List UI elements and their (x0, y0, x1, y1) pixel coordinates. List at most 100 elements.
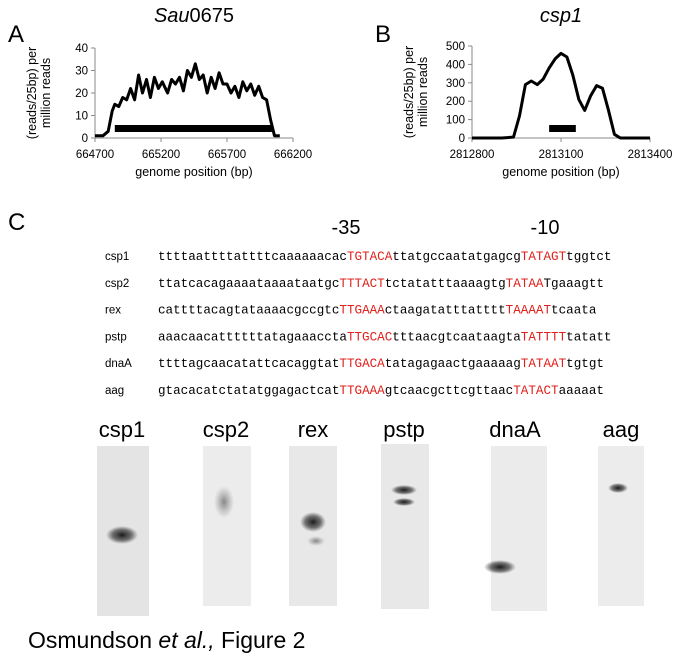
title-part: csp1 (540, 5, 582, 27)
gene-name: pstp (105, 331, 127, 343)
sequence-part: tctatatttaaaagtg (385, 277, 506, 291)
panel-label: A (8, 21, 24, 48)
x-axis-label: genome position (bp) (135, 165, 252, 179)
y-tick-label: 300 (446, 78, 465, 90)
x-tick-label: 2812800 (450, 149, 495, 161)
sequence: cattttacagtataaaacgccgtcTTGAAActaagatatt… (158, 304, 597, 318)
gene-bar (549, 125, 576, 132)
sequence-part: ttatcacagaaaataaaataatgc (158, 277, 339, 291)
gel-lane (491, 446, 547, 611)
gel-label: rex (298, 417, 329, 442)
y-tick-label: 100 (446, 115, 465, 127)
x-axis-label: genome position (bp) (502, 165, 619, 179)
gel-lane (203, 446, 251, 606)
y-tick-label: 400 (446, 59, 465, 71)
sequence-part: ttttagcaacatattcacaggtat (158, 357, 339, 371)
promoter-marker: -10 (531, 217, 560, 239)
x-tick-label: 666200 (274, 149, 312, 161)
sequence-part: tgtgt (566, 357, 604, 371)
sequence-part: tggtct (566, 250, 611, 264)
sequence-part: TATAA (506, 277, 544, 291)
gene-bar (114, 125, 272, 132)
y-tick-label: 40 (75, 43, 88, 55)
sequence-part: ctaagatatttatttt (385, 304, 506, 318)
y-tick-label: 20 (75, 88, 88, 100)
y-label-line: million reads (39, 58, 53, 128)
chart-title: csp1 (540, 5, 582, 27)
gel-band (214, 486, 234, 518)
y-tick-label: 10 (75, 111, 88, 123)
sequence-part: TTGCAC (347, 330, 393, 344)
gel-lane (598, 446, 644, 606)
y-tick-label: 30 (75, 66, 88, 78)
x-tick-label: 665700 (208, 149, 246, 161)
gel-label: aag (603, 417, 640, 442)
sequence-part: gtcaacgcttcgttaac (385, 384, 513, 398)
caption: Osmundson et al., Figure 2 (28, 627, 305, 653)
gel-band (391, 485, 417, 495)
gel-label: csp2 (203, 417, 249, 442)
y-label-line: (reads/25bp) per (25, 47, 39, 139)
y-tick-label: 0 (82, 133, 88, 145)
sequence-part: aaacaacattttttatagaaaccta (158, 330, 347, 344)
sequence-part: TTGACA (339, 357, 385, 371)
sequence-part: gtacacatctatatggagactcat (158, 384, 339, 398)
chart-title: Sau0675 (154, 5, 234, 27)
gel-band (608, 483, 628, 493)
panel-label: B (375, 21, 391, 48)
gel-band (300, 512, 326, 532)
gel-label: pstp (383, 417, 425, 442)
sequence-part: TGTACA (347, 250, 393, 264)
sequence-part: tcaata (551, 304, 597, 318)
gel-band (393, 498, 415, 506)
sequence-part: TATAAT (521, 357, 567, 371)
gel-band (484, 560, 516, 574)
gel-images (97, 444, 644, 616)
y-label-line: (reads/25bp) per (402, 46, 416, 138)
caption-part: Osmundson (28, 627, 158, 653)
sequence-part: TTGAAA (339, 304, 385, 318)
sequence-part: TATACT (513, 384, 559, 398)
sequence-part: TTTACT (339, 277, 385, 291)
sequence: gtacacatctatatggagactcatTTGAAAgtcaacgctt… (158, 384, 604, 398)
y-tick-label: 0 (459, 133, 465, 145)
sequence: ttttaattttattttcaaaaaacacTGTACAttatgccaa… (158, 250, 612, 264)
gene-name: dnaA (105, 358, 132, 370)
y-tick-label: 500 (446, 41, 465, 53)
sequence: aaacaacattttttatagaaacctaTTGCACtttaacgtc… (158, 330, 612, 344)
sequence-part: TTGAAA (339, 384, 385, 398)
y-axis-label: (reads/25bp) permillion reads (402, 46, 430, 138)
sequence: ttatcacagaaaataaaataatgcTTTACTtctatattta… (158, 277, 604, 291)
gene-name: csp2 (105, 278, 129, 290)
gene-name: rex (105, 305, 121, 317)
sequence-part: tttaacgtcaataagta (392, 330, 521, 344)
sequence-part: TATAGT (521, 250, 567, 264)
x-tick-label: 664700 (76, 149, 114, 161)
gel-label: csp1 (99, 417, 145, 442)
sequence-part: ttatgccaatatgagcg (392, 250, 520, 264)
sequence-part: Tgaaagtt (543, 277, 603, 291)
sequence-part: TATTTT (521, 330, 567, 344)
x-tick-label: 2813100 (539, 149, 584, 161)
sequence-part: tatagagaactgaaaaag (385, 357, 521, 371)
gel-band (106, 526, 138, 544)
sequence-part: aaaaat (559, 384, 604, 398)
sequence-part: tatatt (566, 330, 611, 344)
coverage-line (472, 51, 650, 140)
caption-part: et al., (158, 627, 214, 653)
y-label-line: million reads (416, 57, 430, 127)
title-part: 0675 (190, 5, 235, 27)
sequence-part: cattttacagtataaaacgccgtc (158, 304, 339, 318)
gel-label: dnaA (489, 417, 541, 442)
gene-name: aag (105, 385, 124, 397)
sequence: ttttagcaacatattcacaggtatTTGACAtatagagaac… (158, 357, 604, 371)
y-tick-label: 200 (446, 96, 465, 108)
gene-name: csp1 (105, 251, 129, 263)
caption-part: Figure 2 (215, 627, 306, 653)
sequence-part: TAAAAT (506, 304, 552, 318)
promoter-marker: -35 (332, 217, 361, 239)
sequence-part: ttttaattttattttcaaaaaacac (158, 250, 347, 264)
coverage-line (95, 62, 280, 138)
x-tick-label: 2813400 (628, 149, 673, 161)
